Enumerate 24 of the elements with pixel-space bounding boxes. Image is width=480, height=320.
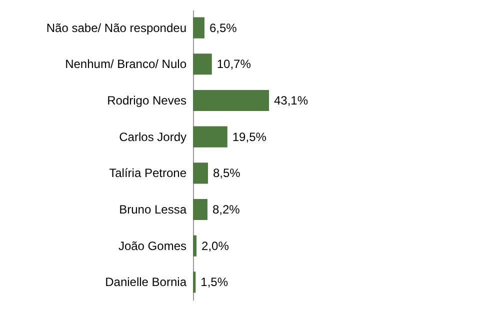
bar — [193, 235, 197, 256]
y-tick-label: Bruno Lessa — [119, 202, 187, 217]
data-label: 8,5% — [212, 166, 241, 180]
bar — [193, 162, 208, 184]
data-label: 6,5% — [209, 20, 238, 35]
bar — [193, 54, 212, 75]
data-label: 19,5% — [232, 130, 267, 144]
bar — [193, 198, 208, 220]
y-tick-label: Não sabe/ Não respondeu — [46, 20, 186, 35]
data-label: 2,0% — [202, 238, 230, 253]
bar — [193, 126, 228, 148]
bar — [193, 17, 204, 38]
bar — [193, 272, 196, 293]
data-label: 10,7% — [216, 57, 252, 72]
y-tick-label: Rodrigo Neves — [107, 93, 186, 108]
y-tick-label: João Gomes — [118, 238, 186, 253]
data-label: 43,1% — [274, 93, 308, 108]
y-tick-label: Danielle Bornia — [105, 275, 187, 290]
data-label: 8,2% — [212, 202, 240, 217]
y-tick-label: Talíria Petrone — [109, 166, 187, 180]
y-tick-label: Carlos Jordy — [119, 130, 186, 144]
bar — [193, 90, 269, 112]
y-tick-label: Nenhum/ Branco/ Nulo — [65, 57, 187, 72]
data-label: 1,5% — [200, 275, 228, 290]
